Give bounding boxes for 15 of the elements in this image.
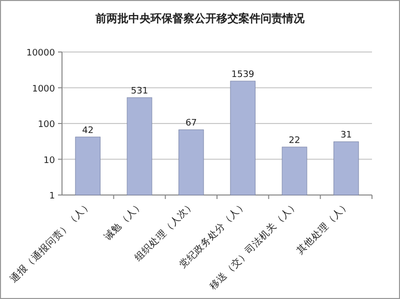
chart-title: 前两批中央环保督察公开移交案件问责情况 — [94, 12, 306, 25]
y-tick-label: 1000 — [32, 84, 56, 94]
data-label: 531 — [130, 86, 148, 97]
data-label: 1539 — [231, 70, 255, 80]
y-tick-label: 10000 — [26, 48, 56, 58]
y-tick-label: 100 — [38, 120, 56, 130]
x-tick-label: 通报（通报问责）（人） — [8, 198, 94, 285]
data-label: 42 — [82, 126, 94, 136]
y-tick-label: 1 — [49, 192, 55, 202]
data-label: 22 — [288, 136, 300, 146]
x-tick-label: 其他处理（人） — [294, 198, 352, 257]
x-tick-label: 诫勉（人） — [102, 198, 146, 242]
y-tick-label: 10 — [44, 156, 56, 166]
data-label: 67 — [185, 118, 197, 129]
data-label: 31 — [340, 130, 352, 141]
